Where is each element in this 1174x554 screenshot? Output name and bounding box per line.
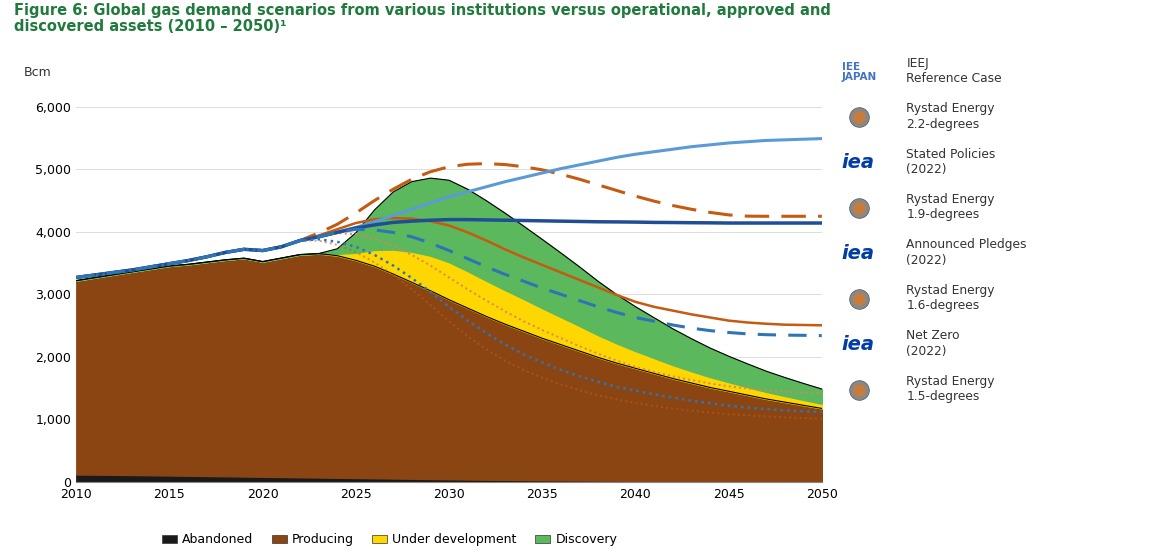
Point [850, 204, 869, 213]
Text: Figure 6: Global gas demand scenarios from various institutions versus operation: Figure 6: Global gas demand scenarios fr… [14, 3, 831, 18]
Text: iea: iea [842, 153, 875, 172]
Text: Rystad Energy: Rystad Energy [906, 193, 994, 206]
Text: Announced Pledges: Announced Pledges [906, 238, 1027, 252]
Text: IEE
JAPAN: IEE JAPAN [842, 61, 877, 83]
Text: (2022): (2022) [906, 254, 946, 267]
Point [850, 295, 869, 304]
Legend: Abandoned, Producing, Under development, Discovery: Abandoned, Producing, Under development,… [156, 529, 622, 551]
Point [850, 295, 869, 304]
Text: iea: iea [842, 244, 875, 263]
Point [850, 386, 869, 394]
Text: iea: iea [842, 335, 875, 354]
Text: Rystad Energy: Rystad Energy [906, 375, 994, 388]
Point [850, 113, 869, 122]
Point [850, 204, 869, 213]
Point [850, 113, 869, 122]
Point [850, 386, 869, 394]
Text: Rystad Energy: Rystad Energy [906, 284, 994, 297]
Text: Stated Policies: Stated Policies [906, 147, 996, 161]
Text: 1.9-degrees: 1.9-degrees [906, 208, 979, 222]
Text: 1.6-degrees: 1.6-degrees [906, 299, 979, 312]
Text: Net Zero: Net Zero [906, 329, 960, 342]
Text: Rystad Energy: Rystad Energy [906, 102, 994, 115]
Text: Reference Case: Reference Case [906, 72, 1001, 85]
Text: IEEJ: IEEJ [906, 57, 929, 70]
Text: (2022): (2022) [906, 163, 946, 176]
Text: 2.2-degrees: 2.2-degrees [906, 117, 979, 131]
Text: (2022): (2022) [906, 345, 946, 358]
Text: discovered assets (2010 – 2050)¹: discovered assets (2010 – 2050)¹ [14, 19, 286, 34]
Text: 1.5-degrees: 1.5-degrees [906, 390, 979, 403]
Text: Bcm: Bcm [25, 66, 52, 79]
